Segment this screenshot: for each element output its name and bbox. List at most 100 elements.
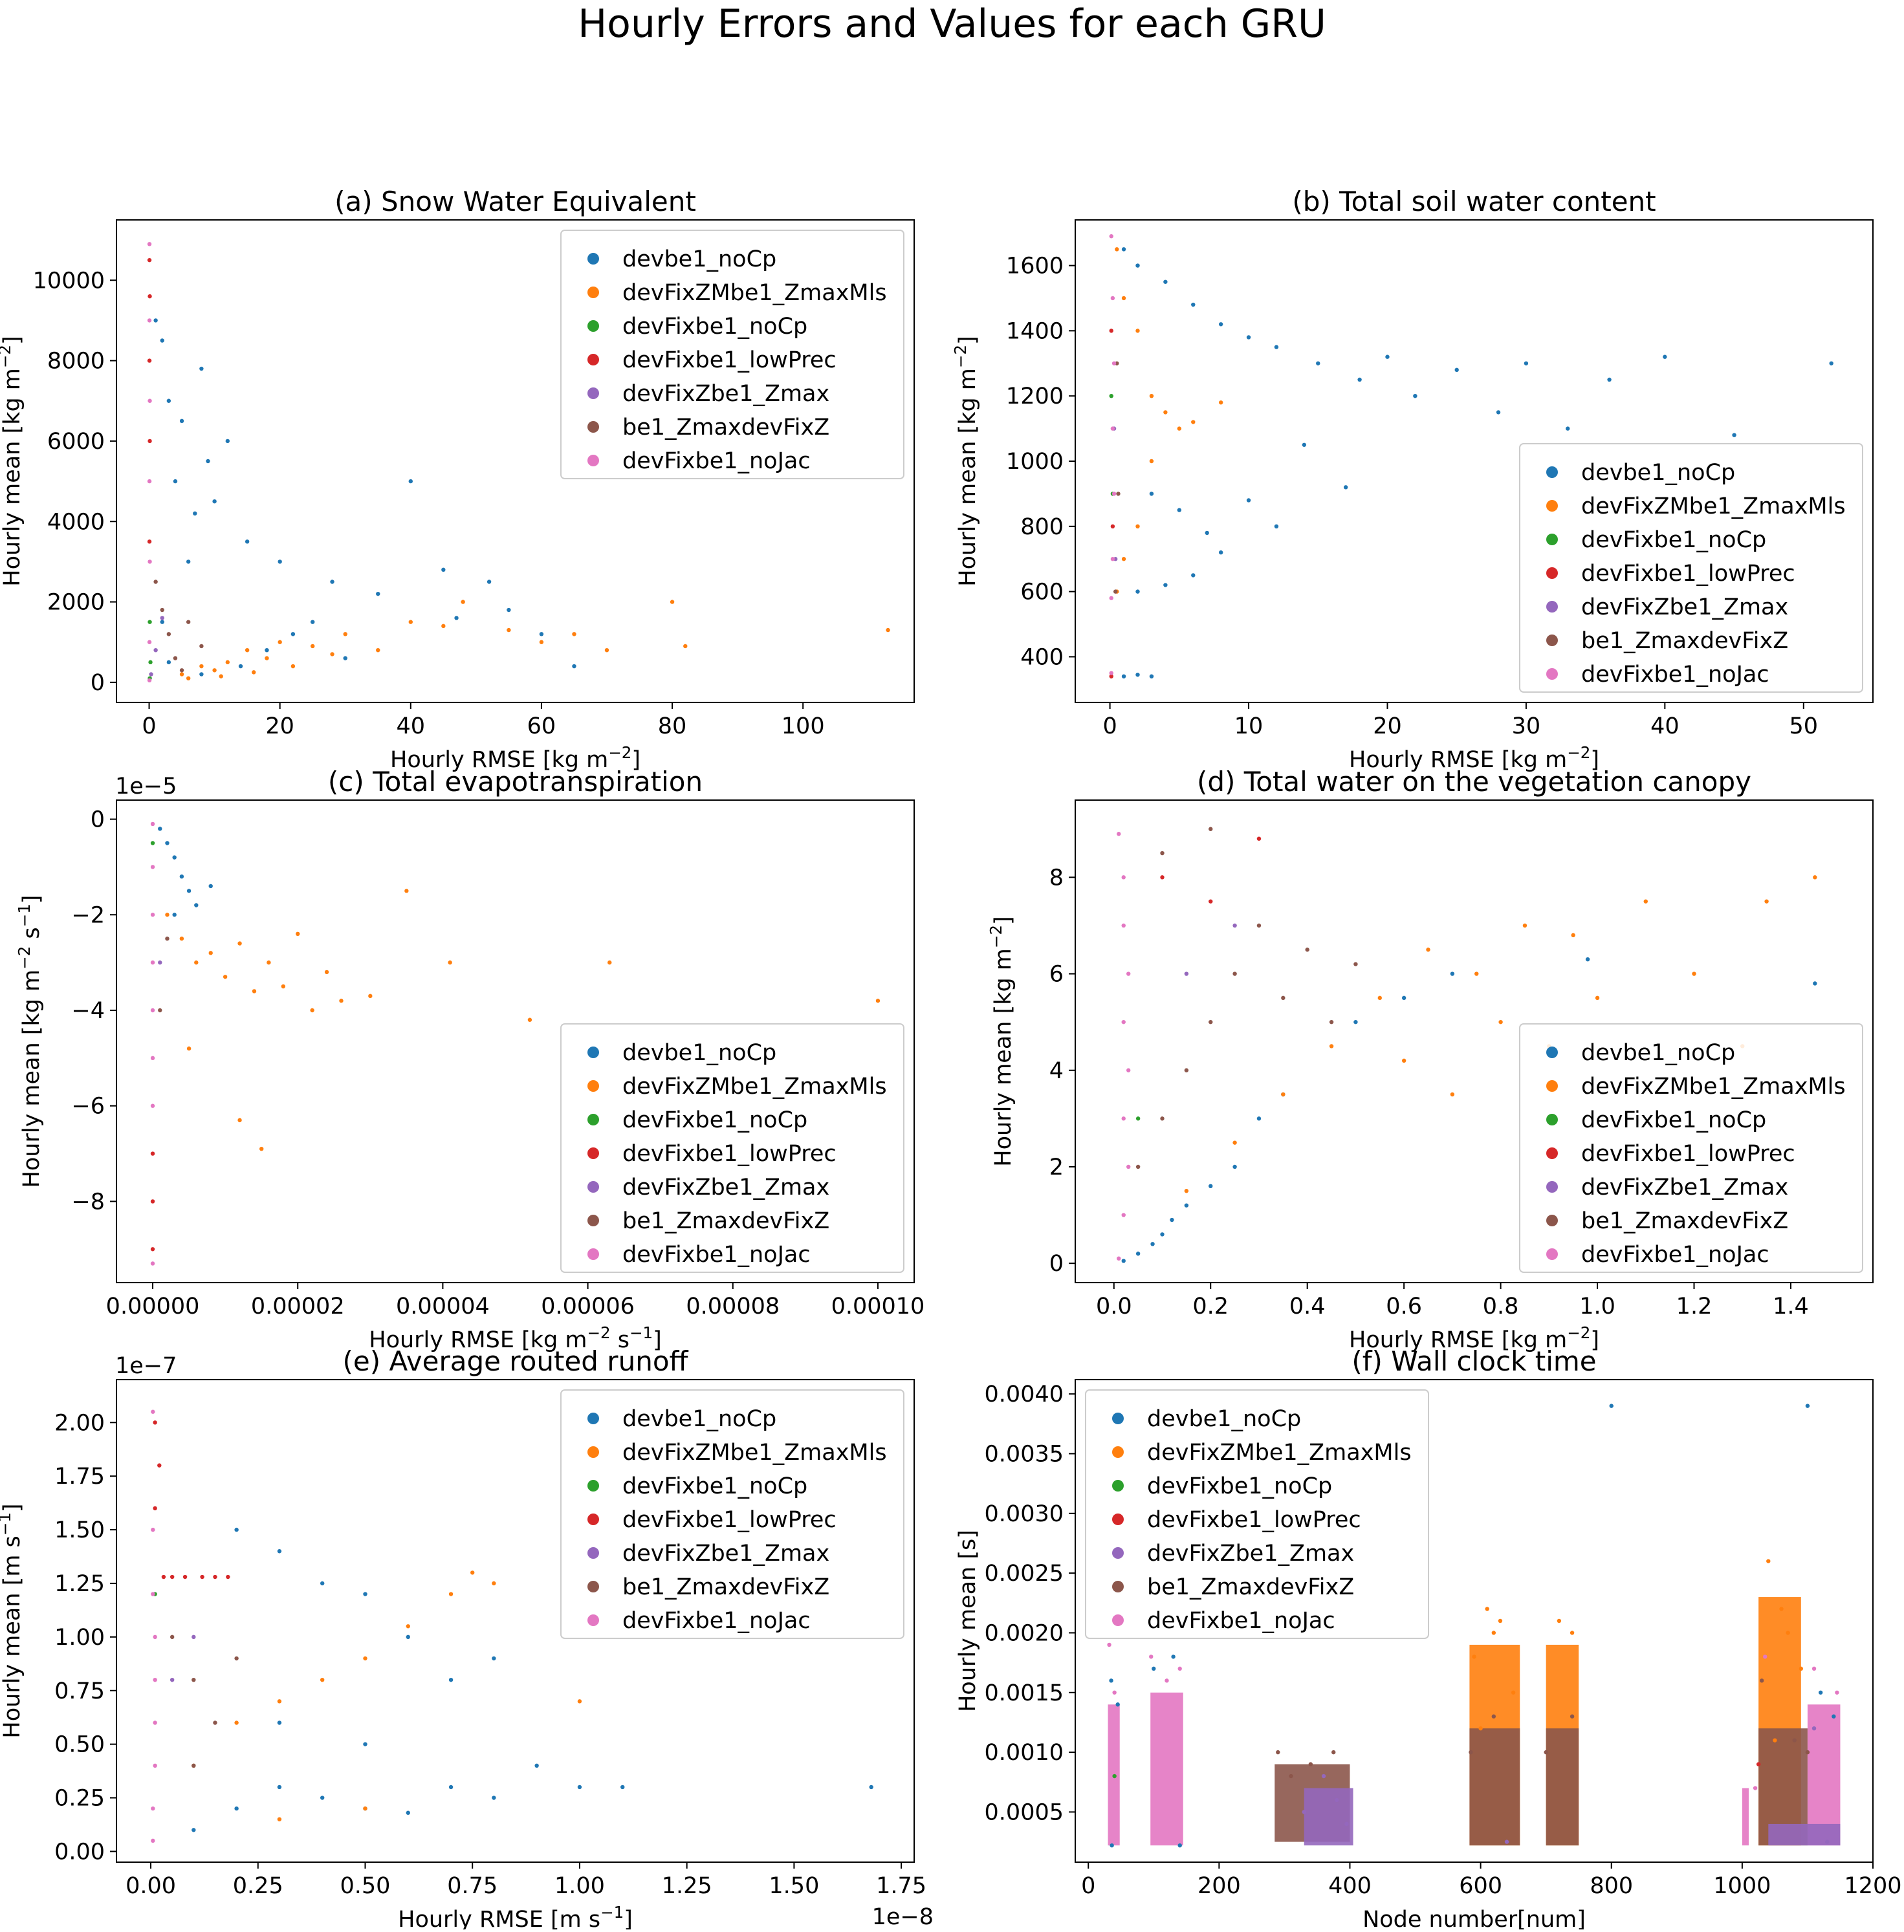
data-point <box>153 1634 157 1640</box>
axes-frame <box>1075 1379 1874 1863</box>
data-point <box>683 644 688 649</box>
data-point <box>150 1199 155 1204</box>
data-point <box>1218 322 1223 327</box>
data-point <box>277 1720 282 1725</box>
legend-marker <box>587 1581 599 1592</box>
x-tick-label: 20 <box>265 713 294 739</box>
data-point <box>259 1146 264 1151</box>
data-point <box>1450 1092 1455 1097</box>
y-axis-label: Hourly mean [kg m−2 s−1] <box>15 895 45 1188</box>
data-point <box>166 398 171 403</box>
y-tick-label: 2000 <box>47 590 105 616</box>
data-point <box>252 670 256 675</box>
y-tick-label: 600 <box>1020 580 1064 605</box>
x-tick-label: 100 <box>782 713 825 739</box>
legend-entry: devFixbe1_lowPrec <box>622 1507 837 1533</box>
legend-marker <box>587 1248 599 1260</box>
data-point <box>1498 1618 1503 1623</box>
legend-marker <box>1546 1114 1558 1125</box>
data-point <box>148 660 153 665</box>
panel-a: 0 20 40 60 80 100 0 2000 4000 6000 8000 10000 (a) Sn… <box>0 186 915 773</box>
data-point <box>1126 1164 1131 1169</box>
data-point <box>1135 524 1140 529</box>
panel-c: 0.00000 0.00002 0.00004 0.00006 0.00008 0.000… <box>15 766 925 1353</box>
data-point <box>1308 1762 1313 1766</box>
data-point <box>1152 1666 1156 1671</box>
x-tick-label: 1.4 <box>1773 1294 1809 1319</box>
legend-marker <box>587 1181 599 1193</box>
panel-e: 0.00 0.25 0.50 0.75 1.00 1.25 1.50 1.75 0.00 0.25… <box>0 1345 934 1932</box>
data-point <box>278 559 282 564</box>
legend-marker <box>587 1514 599 1525</box>
data-point <box>1811 1666 1817 1671</box>
y-axis-label: Hourly mean [kg m−2] <box>0 336 25 586</box>
data-point <box>406 1634 410 1640</box>
data-point <box>1302 1810 1306 1814</box>
data-point <box>1117 832 1121 836</box>
data-point <box>148 294 152 299</box>
data-point <box>1504 1840 1509 1844</box>
data-point <box>1165 1678 1169 1683</box>
data-point <box>310 620 315 624</box>
data-point <box>1117 1256 1121 1261</box>
data-point <box>487 580 492 584</box>
data-point <box>1150 1242 1155 1246</box>
data-point <box>1177 1666 1182 1671</box>
data-point <box>1112 1690 1117 1695</box>
legend: devbe1_noCp devFixZMbe1_ZmaxMls devFixbe1_… <box>1519 1023 1863 1273</box>
x-tick-label: 0.25 <box>233 1873 283 1899</box>
legend-marker <box>1112 1614 1124 1626</box>
data-point <box>1177 508 1182 512</box>
legend-entry: devbe1_noCp <box>1581 1040 1735 1066</box>
data-point <box>1276 1750 1280 1755</box>
data-point <box>158 960 162 965</box>
legend-entry: be1_ZmaxdevFixZ <box>622 1208 829 1234</box>
data-point <box>1121 923 1126 928</box>
data-point <box>1135 1116 1141 1121</box>
legend: devbe1_noCp devFixZMbe1_ZmaxMls devFixbe1_… <box>560 1023 904 1273</box>
legend: devbe1_noCp devFixZMbe1_ZmaxMls devFixbe1_… <box>1519 443 1863 693</box>
data-point <box>1115 247 1119 252</box>
data-point <box>1786 1631 1790 1635</box>
y-tick-label: 0.25 <box>54 1786 105 1812</box>
data-point <box>324 970 329 975</box>
data-point <box>170 1574 175 1579</box>
data-point <box>310 644 315 649</box>
data-point <box>1281 1092 1286 1097</box>
data-point <box>206 459 210 464</box>
data-band <box>1469 1728 1520 1846</box>
legend-entry: devFixbe1_lowPrec <box>622 347 837 373</box>
x-tick-label: 60 <box>527 713 556 739</box>
data-point <box>1401 995 1406 1001</box>
data-point <box>148 398 152 403</box>
data-point <box>448 1785 454 1790</box>
x-tick-label: 0.00004 <box>396 1294 490 1319</box>
legend-marker <box>1546 567 1558 579</box>
data-point <box>153 1506 157 1511</box>
legend-marker <box>1546 1047 1558 1058</box>
x-tick-label: 0 <box>142 713 156 739</box>
data-point <box>208 884 213 889</box>
data-point <box>194 903 199 907</box>
data-point <box>153 1720 157 1725</box>
data-point <box>147 358 152 363</box>
legend-entry: devFixbe1_noJac <box>622 1242 811 1268</box>
data-point <box>147 678 152 683</box>
data-point <box>213 1720 217 1725</box>
y-tick-label: −2 <box>71 902 105 928</box>
data-point <box>1111 361 1117 365</box>
legend-entry: devFixbe1_noCp <box>622 314 807 340</box>
data-point <box>1126 971 1131 976</box>
data-point <box>150 1056 155 1061</box>
data-point <box>199 672 204 677</box>
data-point <box>290 632 296 636</box>
y-offset-label: 1e−5 <box>115 774 177 799</box>
x-tick-label: 0.00010 <box>831 1294 925 1319</box>
data-point <box>461 600 465 604</box>
data-point <box>1121 1259 1126 1263</box>
y-tick-label: 0 <box>91 807 105 833</box>
data-point <box>1792 1738 1797 1742</box>
data-point <box>1116 492 1121 496</box>
x-tick-label: 0.00002 <box>251 1294 345 1319</box>
legend-entry: devFixZbe1_Zmax <box>622 381 829 407</box>
